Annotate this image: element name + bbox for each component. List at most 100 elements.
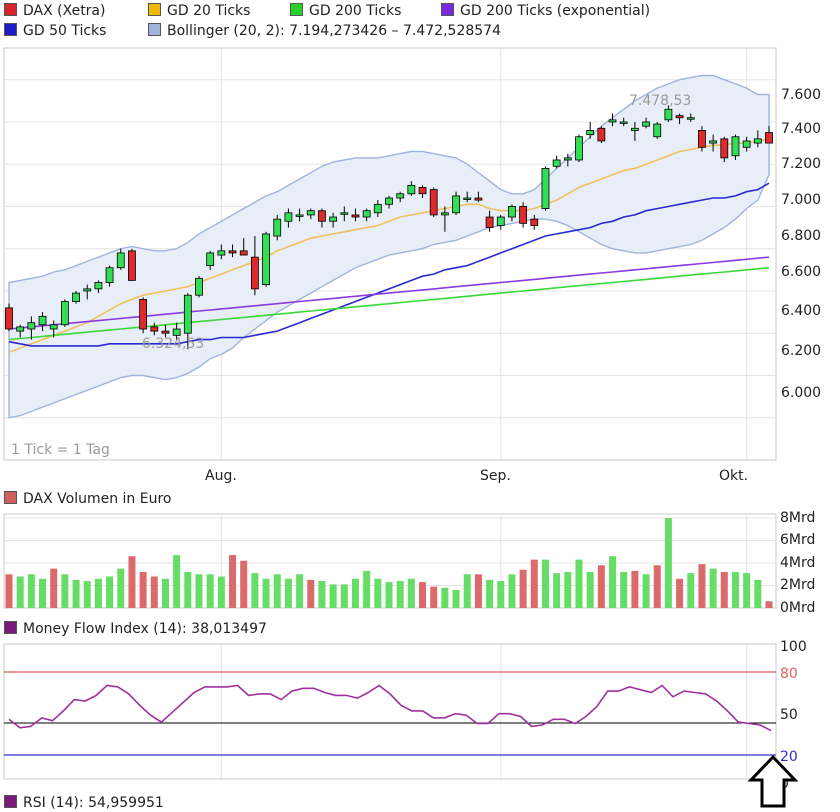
volume-bar bbox=[497, 581, 505, 608]
candle-body bbox=[38, 315, 47, 326]
legend-item-bollinger: Bollinger (20, 2): 7.194,273426 – 7.472,… bbox=[148, 22, 501, 40]
rsi-title: RSI (14): 54,959951 bbox=[4, 795, 164, 811]
volume-bar bbox=[262, 578, 270, 608]
y-tick-label: 7.000 bbox=[781, 192, 821, 208]
volume-bar bbox=[351, 578, 359, 608]
y-tick-label: 7.400 bbox=[781, 121, 821, 137]
volume-bar bbox=[698, 564, 706, 608]
volume-bar bbox=[687, 573, 695, 608]
candle-body bbox=[340, 212, 349, 215]
candle-body bbox=[742, 140, 751, 148]
candle-body bbox=[642, 121, 650, 127]
candle-body bbox=[318, 210, 326, 222]
legend-swatch-bollinger bbox=[148, 23, 161, 36]
volume-bar bbox=[240, 560, 248, 608]
candle-body bbox=[139, 299, 148, 330]
volume-bar bbox=[653, 565, 661, 608]
volume-bar bbox=[72, 579, 80, 608]
candle-body bbox=[552, 159, 561, 167]
month-label: Aug. bbox=[205, 468, 237, 484]
legend-swatch-dax bbox=[4, 3, 17, 16]
candle-body bbox=[172, 328, 181, 336]
y-tick-label: 6Mrd bbox=[780, 532, 815, 548]
volume-bar bbox=[474, 574, 482, 608]
legend-item-gd20: GD 20 Ticks bbox=[148, 2, 250, 20]
volume-bar bbox=[329, 584, 337, 608]
volume-bar bbox=[117, 568, 125, 608]
rsi-title-text: RSI (14): 54,959951 bbox=[23, 795, 164, 811]
volume-bar bbox=[508, 574, 516, 608]
volume-bar bbox=[553, 573, 561, 608]
volume-bars bbox=[5, 518, 773, 608]
candle-body bbox=[373, 203, 382, 214]
volume-bar bbox=[664, 518, 672, 608]
candle-body bbox=[575, 136, 583, 161]
candle-body bbox=[250, 256, 259, 290]
y-tick-label: 20 bbox=[780, 749, 798, 765]
low-label: 6.324,53 bbox=[142, 336, 204, 352]
volume-bar bbox=[743, 573, 751, 608]
candle-body bbox=[27, 322, 36, 330]
volume-bar bbox=[564, 572, 572, 608]
candle-body bbox=[306, 210, 315, 216]
volume-bar bbox=[575, 559, 583, 608]
volume-bar bbox=[597, 565, 605, 608]
candle-body bbox=[440, 212, 449, 216]
volume-bar bbox=[385, 582, 393, 608]
mfi-line bbox=[8, 684, 772, 732]
volume-title-text: DAX Volumen in Euro bbox=[23, 491, 172, 507]
volume-bar bbox=[620, 572, 628, 608]
volume-bar bbox=[39, 578, 47, 608]
ma-line bbox=[8, 256, 770, 330]
legend-label: DAX (Xetra) bbox=[23, 3, 106, 19]
volume-bar bbox=[676, 578, 684, 608]
candle-body bbox=[586, 129, 595, 136]
volume-bar bbox=[184, 572, 192, 608]
mfi-title: Money Flow Index (14): 38,013497 bbox=[4, 621, 267, 637]
volume-y-axis: 8Mrd 6Mrd 4Mrd 2Mrd 0Mrd bbox=[780, 510, 815, 616]
tick-note: 1 Tick = 1 Tag bbox=[11, 442, 110, 458]
month-label: Okt. bbox=[719, 468, 748, 484]
volume-bar bbox=[27, 574, 35, 608]
y-tick-label: 6.800 bbox=[781, 228, 821, 244]
candle-body bbox=[228, 250, 237, 254]
volume-bar bbox=[340, 584, 348, 608]
candle-body bbox=[262, 233, 270, 286]
volume-bar bbox=[486, 579, 494, 608]
candle-body bbox=[5, 307, 13, 330]
volume-bar bbox=[441, 587, 449, 608]
mfi-panel-frame bbox=[3, 643, 777, 780]
volume-bar bbox=[161, 578, 169, 608]
volume-bar bbox=[720, 572, 728, 608]
candle-body bbox=[496, 216, 505, 226]
candle-body bbox=[161, 330, 170, 334]
y-tick-label: 6.000 bbox=[781, 385, 821, 401]
legend-swatch-gd200exp bbox=[441, 3, 454, 16]
volume-swatch bbox=[4, 491, 17, 504]
candle-body bbox=[195, 277, 203, 296]
candle-body bbox=[474, 197, 483, 201]
moving-averages bbox=[8, 138, 770, 353]
candle-body bbox=[284, 212, 293, 222]
ma-line bbox=[8, 182, 770, 347]
candle-body bbox=[206, 252, 215, 267]
candle-body bbox=[463, 197, 472, 200]
y-tick-label: 6.400 bbox=[781, 303, 821, 319]
volume-bar bbox=[396, 581, 404, 608]
legend-item-dax: DAX (Xetra) bbox=[4, 2, 105, 20]
volume-bar bbox=[139, 572, 147, 608]
candle-body bbox=[675, 115, 684, 119]
y-tick-label: 6.200 bbox=[781, 343, 821, 359]
candle-body bbox=[183, 294, 192, 334]
candle-body bbox=[753, 138, 762, 144]
price-y-axis: 7.600 7.400 7.200 7.000 6.800 6.600 6.40… bbox=[781, 87, 821, 401]
candle-body bbox=[429, 189, 438, 216]
y-tick-label: 4Mrd bbox=[780, 555, 815, 571]
candle-body bbox=[295, 214, 304, 217]
volume-bar bbox=[631, 570, 639, 608]
legend-item-gd200exp: GD 200 Ticks (exponential) bbox=[441, 2, 650, 20]
volume-bar bbox=[273, 574, 281, 608]
arrow-up-icon bbox=[747, 754, 799, 808]
y-tick-label: 7.200 bbox=[781, 156, 821, 172]
volume-bar bbox=[419, 582, 427, 608]
